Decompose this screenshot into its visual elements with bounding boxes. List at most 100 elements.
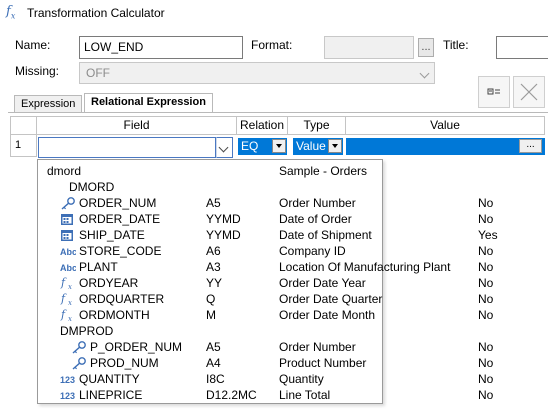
list-item[interactable]: PROD_NUM A4 Product Number No — [38, 355, 493, 371]
list-item-missing: No — [478, 260, 494, 274]
svg-text:123: 123 — [60, 375, 75, 385]
svg-text:x: x — [68, 283, 72, 290]
list-item-title: Company ID — [279, 244, 346, 258]
type-value: Value — [296, 139, 326, 153]
title-label: Title: — [443, 38, 469, 52]
numeric-123-icon: 123 — [60, 388, 75, 402]
list-item-missing: No — [478, 212, 494, 226]
list-item-format: A6 — [206, 244, 221, 258]
type-select[interactable]: Value — [293, 138, 343, 155]
delete-button[interactable] — [513, 76, 545, 108]
numeric-123-icon: 123 — [60, 372, 75, 386]
dropdown-arrow-icon[interactable] — [272, 139, 286, 153]
row-header-corner — [10, 116, 37, 135]
list-item-name: QUANTITY — [79, 372, 140, 386]
format-browse-button[interactable]: ... — [418, 38, 434, 57]
text-abc-icon: Abc — [60, 260, 77, 274]
dropdown-arrow-icon[interactable] — [328, 139, 342, 153]
list-item[interactable]: f x ORDYEAR YY Order Date Year No — [38, 275, 493, 291]
svg-text:x: x — [68, 299, 72, 306]
column-header-field[interactable]: Field — [37, 116, 237, 135]
list-item-name: dmord — [47, 164, 82, 178]
list-item-format: A4 — [206, 356, 221, 370]
list-item[interactable]: DMORD — [38, 179, 382, 195]
list-item[interactable]: 123 LINEPRICE D12.2MC Line Total No — [38, 387, 493, 403]
list-item[interactable]: dmord Sample - Orders — [38, 163, 382, 179]
list-item-format: I8C — [206, 372, 225, 386]
key-icon — [71, 356, 86, 370]
list-item-title: Order Date Month — [279, 308, 376, 322]
list-item-format: YYMD — [206, 228, 241, 242]
list-item[interactable]: 123 QUANTITY I8C Quantity No — [38, 371, 493, 387]
list-item-title: Line Total — [279, 388, 331, 402]
list-item[interactable]: f x ORDQUARTER Q Order Date Quarter No — [38, 291, 493, 307]
column-header-value[interactable]: Value — [346, 116, 545, 135]
calendar-icon — [60, 228, 74, 242]
row-number: 1 — [10, 135, 37, 157]
list-item-format: Q — [206, 292, 216, 306]
svg-text:f: f — [60, 308, 67, 321]
list-item[interactable]: Abc PLANT A3 Location Of Manufacturing Plan… — [38, 259, 493, 275]
list-item-missing: No — [478, 372, 494, 386]
list-item-title: Location Of Manufacturing Plant — [279, 260, 451, 274]
list-item-missing: No — [478, 356, 494, 370]
list-item-name: LINEPRICE — [79, 388, 143, 402]
list-item-title: Quantity — [279, 372, 324, 386]
tab-relational-expression[interactable]: Relational Expression — [84, 93, 213, 113]
list-item-missing: No — [478, 196, 494, 210]
title-bar: fx Transformation Calculator — [0, 0, 548, 26]
relation-select[interactable]: EQ — [238, 138, 287, 155]
svg-text:x: x — [68, 315, 72, 322]
list-item[interactable]: ORDER_DATE YYMD Date of Order No — [38, 211, 493, 227]
value-browse-button[interactable]: ... — [519, 139, 542, 153]
missing-label: Missing: — [15, 64, 60, 78]
column-header-relation[interactable]: Relation — [237, 116, 288, 135]
tab-expression[interactable]: Expression — [14, 95, 83, 113]
field-combo-input[interactable] — [38, 137, 216, 158]
list-item-missing: No — [478, 292, 494, 306]
list-item-format: M — [206, 308, 216, 322]
list-item-title: Order Number — [279, 196, 356, 210]
list-view-icon — [487, 88, 500, 95]
missing-select[interactable]: OFF — [79, 62, 435, 84]
list-item-name: SHIP_DATE — [79, 228, 145, 242]
calendar-icon — [60, 212, 74, 226]
list-item-missing: Yes — [478, 228, 498, 242]
list-item-format: A3 — [206, 260, 221, 274]
list-item[interactable]: P_ORDER_NUM A5 Order Number No — [38, 339, 493, 355]
window-title: Transformation Calculator — [27, 6, 165, 20]
list-item-title: Date of Order — [279, 212, 352, 226]
list-item-title: Sample - Orders — [279, 164, 368, 178]
list-item-format: A5 — [206, 196, 221, 210]
list-item-format: D12.2MC — [206, 388, 257, 402]
list-item-name: PLANT — [79, 260, 118, 274]
list-item[interactable]: f x ORDMONTH M Order Date Month No — [38, 307, 493, 323]
field-list-button[interactable] — [478, 76, 510, 108]
name-input[interactable]: LOW_END — [79, 36, 243, 59]
list-item-title: Order Number — [279, 340, 356, 354]
list-item[interactable]: Abc STORE_CODE A6 Company ID No — [38, 243, 493, 259]
column-header-type[interactable]: Type — [288, 116, 346, 135]
field-combo-toggle[interactable] — [216, 137, 233, 158]
list-item-name: ORDER_DATE — [79, 212, 161, 226]
list-item[interactable]: SHIP_DATE YYMD Date of Shipment Yes — [38, 227, 498, 243]
title-input[interactable] — [496, 36, 548, 59]
text-abc-icon: Abc — [60, 244, 77, 258]
close-icon — [520, 83, 538, 101]
name-label: Name: — [15, 38, 51, 52]
list-item[interactable]: DMPROD — [38, 323, 382, 339]
list-item-name: STORE_CODE — [79, 244, 162, 258]
list-item-title: Order Date Quarter — [279, 292, 383, 306]
format-label: Format: — [251, 38, 293, 52]
list-item-title: Date of Shipment — [279, 228, 372, 242]
list-item[interactable]: ORDER_NUM A5 Order Number No — [38, 195, 493, 211]
value-cell[interactable]: ... — [346, 138, 545, 155]
list-item-missing: No — [478, 308, 494, 322]
relation-value: EQ — [241, 139, 259, 153]
field-dropdown-list[interactable]: dmord Sample - Orders DMORD ORDER_NUM A5 Orde… — [37, 159, 498, 404]
list-item-missing: No — [478, 388, 494, 402]
format-input[interactable] — [324, 36, 414, 59]
